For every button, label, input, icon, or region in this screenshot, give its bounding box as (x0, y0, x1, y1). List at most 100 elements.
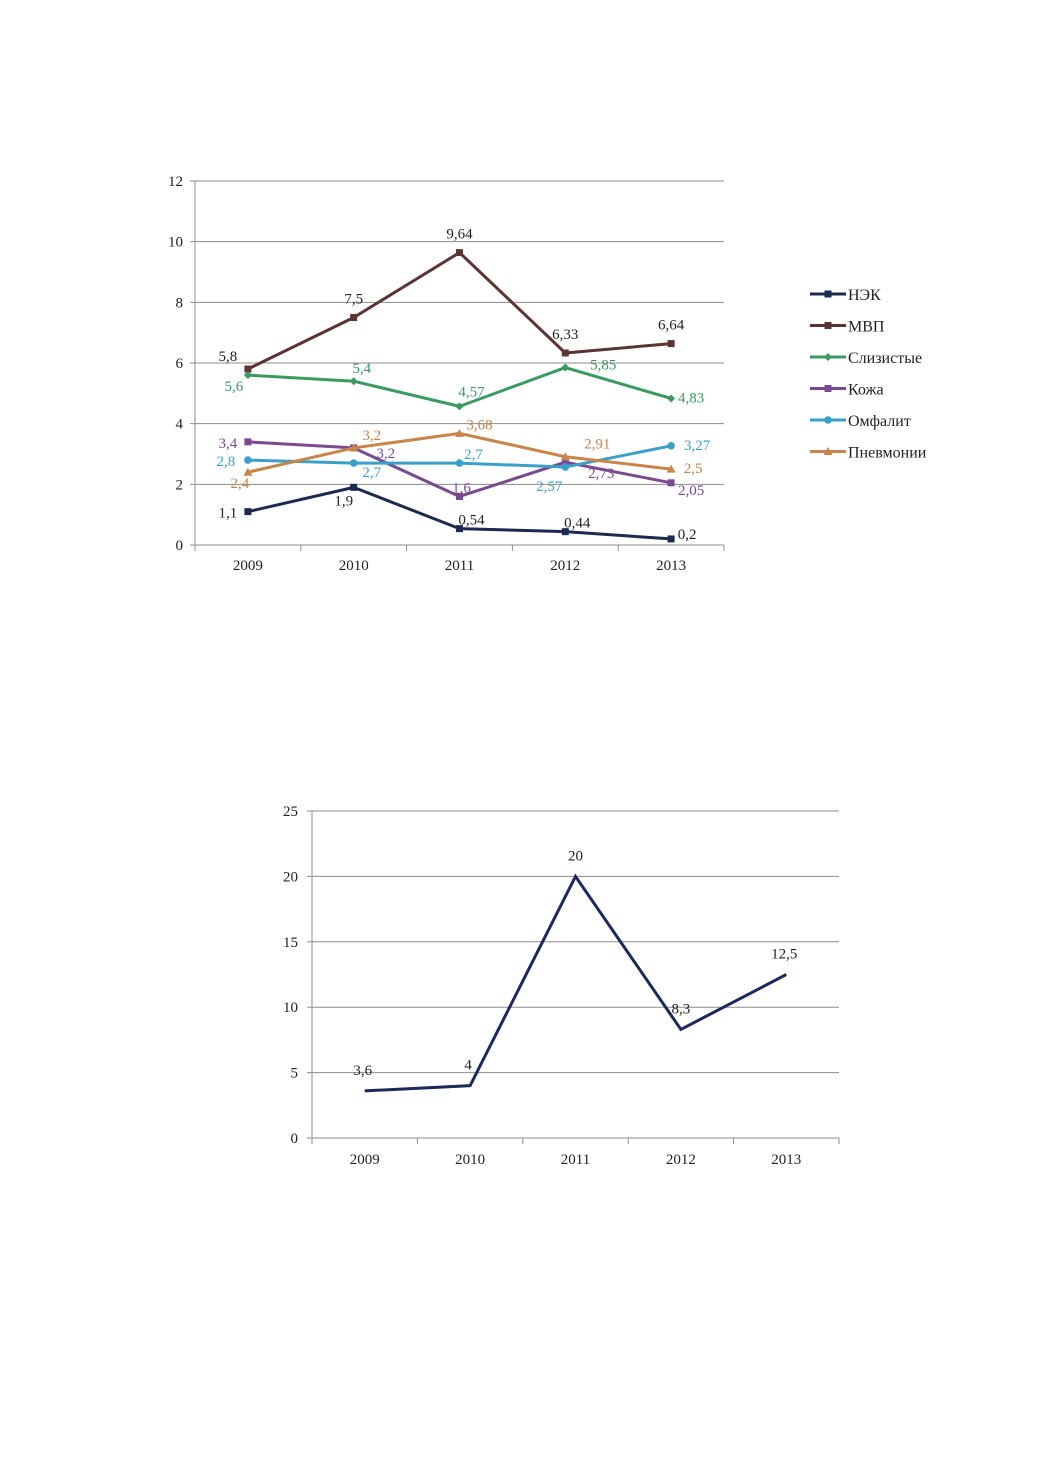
data-point-нэк (456, 525, 463, 533)
data-label: 8,3 (672, 1001, 691, 1017)
data-point-нэк (244, 508, 252, 516)
data-label-слизистые: 4,83 (678, 390, 704, 406)
x-tick-label: 2012 (550, 558, 580, 574)
legend-label-мвп: МВП (848, 319, 885, 336)
data-point-нэк (350, 483, 358, 491)
data-label-пневмонии: 2,4 (231, 476, 250, 492)
data-label-пневмонии: 2,5 (684, 461, 703, 477)
legend-marker-пневмонии (823, 447, 833, 455)
data-point-пневмонии (560, 452, 570, 461)
x-tick-label: 2010 (455, 1152, 485, 1168)
data-point-кожа (561, 458, 569, 466)
data-point-нэк (561, 528, 569, 536)
data-label-нэк: 1,9 (334, 493, 353, 509)
legend-label-омфалит: Омфалит (848, 413, 911, 430)
data-point-слизистые (243, 371, 252, 380)
x-tick-label: 2013 (656, 558, 686, 574)
data-label-кожа: 1,6 (452, 480, 471, 496)
y-tick-label: 6 (176, 356, 184, 372)
data-label-кожа: 2,73 (588, 466, 614, 482)
data-point-слизистые (667, 394, 676, 403)
legend-label-нэк: НЭК (848, 287, 881, 304)
data-point-омфалит (244, 456, 252, 464)
y-tick-label: 8 (176, 295, 184, 311)
x-tick-label: 2011 (561, 1152, 590, 1168)
data-label-нэк: 1,1 (219, 506, 238, 522)
y-tick-label: 2 (176, 477, 184, 493)
legend-marker-омфалит (824, 416, 832, 424)
data-label-кожа: 3,2 (376, 446, 395, 462)
data-point-омфалит (667, 442, 675, 450)
chart-svg-infections: 0 2 4 6 8 10 12 2009 2010 2011 2012 2013 1,1 1,9 0,54 0… (168, 174, 927, 574)
data-label-слизистые: 5,6 (225, 379, 244, 395)
data-point-пневмонии (666, 464, 676, 473)
data-label-омфалит: 3,27 (684, 438, 711, 454)
data-label-мвп: 7,5 (344, 292, 363, 308)
x-tick-label: 2009 (233, 558, 263, 574)
x-tick-label: 2011 (445, 558, 474, 574)
data-label-нэк: 0,54 (458, 513, 485, 529)
data-label-кожа: 2,05 (678, 483, 704, 499)
data-point-пневмонии (243, 467, 253, 476)
data-point-мвп (667, 340, 675, 348)
data-point-мвп (561, 349, 569, 357)
data-point-слизистые (561, 363, 570, 372)
y-tick-label: 5 (291, 1066, 299, 1082)
data-label-нэк: 0,44 (564, 516, 591, 532)
data-point-омфалит (561, 463, 570, 471)
data-label: 4 (464, 1058, 472, 1074)
x-tick-label: 2010 (339, 558, 369, 574)
data-point-кожа (244, 438, 252, 446)
data-label: 3,6 (353, 1063, 372, 1079)
y-tick-label: 10 (168, 235, 183, 251)
data-point-нэк (667, 535, 675, 543)
data-label: 20 (568, 848, 583, 864)
series-line (364, 873, 787, 1093)
y-tick-label: 0 (291, 1131, 299, 1147)
data-label-мвп: 6,33 (552, 327, 578, 343)
y-tick-label: 4 (176, 417, 184, 433)
data-label-омфалит: 2,7 (464, 447, 483, 463)
x-tick-label: 2013 (771, 1152, 801, 1168)
series-line-мвп (247, 251, 672, 371)
data-label-кожа: 3,4 (219, 436, 238, 452)
data-label-слизистые: 5,85 (590, 358, 616, 374)
data-label-мвп: 9,64 (446, 227, 473, 243)
data-label-мвп: 5,8 (219, 349, 238, 365)
legend-label-пневмонии: Пневмонии (848, 445, 927, 462)
data-point-пневмонии (349, 443, 359, 452)
data-label-пневмонии: 2,91 (584, 437, 610, 453)
data-label-пневмонии: 3,68 (466, 417, 492, 433)
y-tick-label: 0 (176, 538, 184, 554)
data-point-кожа (667, 479, 675, 487)
y-tick-label: 15 (283, 935, 298, 951)
x-tick-label: 2009 (350, 1152, 380, 1168)
data-point-мвп (456, 249, 463, 257)
data-label-нэк: 0,2 (678, 527, 697, 543)
data-point-слизистые (455, 402, 464, 411)
data-label: 12,5 (771, 947, 797, 963)
data-label-слизистые: 4,57 (458, 384, 485, 400)
data-label-пневмонии: 3,2 (362, 428, 381, 444)
data-label-омфалит: 2,8 (217, 454, 236, 470)
data-point-слизистые (349, 377, 358, 386)
data-point-мвп (350, 314, 358, 321)
data-point-омфалит (455, 459, 464, 467)
line-chart-summary: 0 5 10 15 20 25 2009 2010 2011 2012 2013 3,6 4 20 8,3 1… (0, 780, 1040, 1200)
data-point-пневмонии (455, 428, 464, 437)
chart-svg-summary: 0 5 10 15 20 25 2009 2010 2011 2012 2013 3,6 4 20 8,3 1… (283, 804, 840, 1168)
y-tick-label: 10 (283, 1000, 298, 1016)
y-tick-label: 20 (283, 869, 298, 885)
legend-marker-слизистые (824, 353, 832, 361)
data-point-кожа (456, 492, 463, 500)
legend-label-кожа: Кожа (848, 382, 884, 399)
legend-marker-нэк (824, 290, 832, 298)
data-point-омфалит (349, 459, 358, 467)
y-tick-label: 25 (283, 804, 298, 820)
y-tick-label: 12 (168, 174, 183, 190)
data-label-мвп: 6,64 (658, 318, 685, 334)
data-label-омфалит: 2,7 (362, 465, 381, 481)
legend-label-слизистые: Слизистые (848, 350, 922, 367)
line-chart-infections: 0 2 4 6 8 10 12 2009 2010 2011 2012 2013 1,1 1,9 0,54 0… (0, 0, 1040, 640)
legend-marker-мвп (824, 322, 832, 329)
